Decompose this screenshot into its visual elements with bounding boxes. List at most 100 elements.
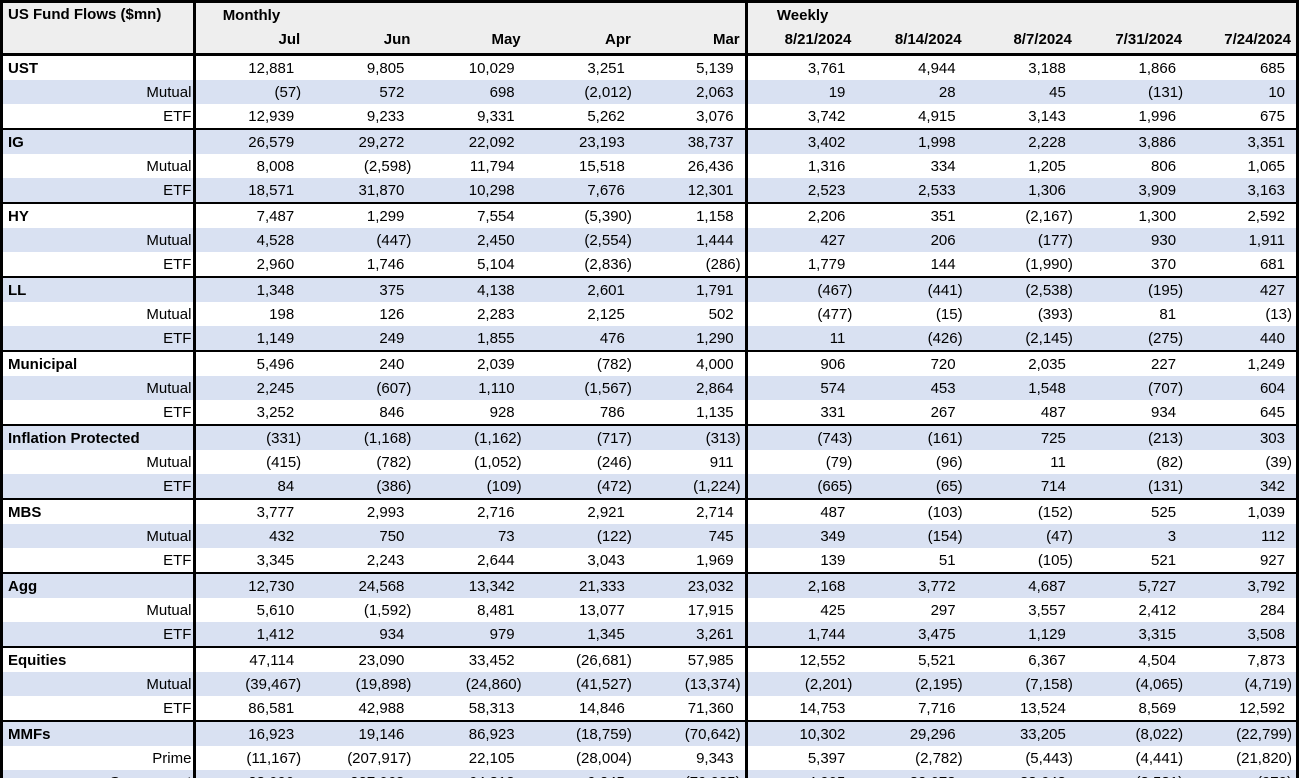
value-cell: 22,092: [415, 128, 526, 154]
value-cell: 521: [1151, 551, 1177, 569]
sub-row: ETF 3,252 846 928 786 1,135 331 267 487 934 645: [1, 400, 1298, 425]
value-cell: 1,969: [635, 548, 748, 573]
value-cell: 432: [194, 524, 306, 548]
value-cell: 2,450: [415, 228, 526, 252]
value-cell: (177): [966, 228, 1077, 252]
column-header-week-4: 7/31/2024: [1076, 27, 1188, 56]
value-cell: 1,791: [635, 276, 748, 302]
sub-row: ETF 2,960 1,746 5,104 (2,836) (286) 1,779 144 (1…: [1, 252, 1298, 277]
value-cell: 23,193: [525, 128, 636, 154]
value-cell: 906: [746, 350, 857, 376]
value-cell: (313): [635, 424, 748, 450]
value-cell: 81: [1159, 305, 1177, 323]
value-cell: 23,032: [635, 572, 748, 598]
sub-row: Mutual 432 750 73 (122) 745 349 (154) (47) 3 112: [1, 524, 1298, 548]
value-cell: 32,078: [856, 770, 967, 778]
value-cell: 7,873: [1187, 646, 1298, 672]
value-cell: 13,524: [1019, 699, 1066, 717]
value-cell: (426): [856, 326, 967, 351]
value-cell: 9,331: [477, 107, 515, 125]
value-cell: (70,642): [635, 720, 748, 746]
value-cell: 139: [820, 551, 846, 569]
value-cell: 9,805: [366, 59, 405, 77]
value-cell: 3,909: [1076, 178, 1188, 203]
value-cell: 3,163: [1187, 178, 1298, 203]
value-cell: 2,644: [477, 551, 515, 569]
value-cell: 240: [305, 350, 416, 376]
value-cell: 112: [1187, 524, 1298, 548]
value-cell: 476: [525, 326, 636, 351]
value-cell: (213): [1076, 424, 1188, 450]
value-cell: 3,742: [807, 107, 846, 125]
group-label: Municipal: [1, 350, 197, 376]
value-cell: (131): [1076, 80, 1188, 104]
value-cell: (275): [1076, 326, 1188, 351]
value-cell: (11,167): [246, 749, 302, 767]
value-cell: 6,367: [966, 646, 1077, 672]
value-cell: 23,090: [305, 646, 416, 672]
value-cell: 28: [856, 80, 967, 104]
value-cell: (607): [305, 376, 416, 400]
value-cell: 3,076: [635, 104, 748, 129]
value-cell: 1,348: [194, 276, 306, 302]
value-cell: (286): [635, 252, 748, 277]
value-cell: 1,866: [1138, 59, 1177, 77]
value-cell: (2,836): [584, 255, 632, 273]
value-cell: 5,727: [1076, 572, 1188, 598]
value-cell: 3,886: [1076, 128, 1188, 154]
value-cell: 3,251: [587, 59, 625, 77]
value-cell: 21,333: [525, 572, 636, 598]
value-cell: 2,921: [525, 498, 636, 524]
table-title: US Fund Flows ($mn): [1, 1, 197, 56]
sub-row: ETF 1,412 934 979 1,345 3,261 1,744 3,475 1,129 3…: [1, 622, 1298, 647]
value-cell: 1,345: [525, 622, 636, 647]
sub-row: Mutual 5,610 (1,592) 8,481 13,077 17,915 425 29…: [1, 598, 1298, 622]
value-cell: 29,272: [305, 128, 416, 154]
value-cell: 425: [820, 601, 846, 619]
column-header-week-5: 7/24/2024: [1187, 27, 1298, 56]
value-cell: 12,592: [1239, 699, 1285, 717]
value-cell: 9,343: [635, 746, 748, 770]
value-cell: (2,782): [915, 749, 963, 767]
value-cell: 2,206: [746, 202, 857, 228]
group-label: Agg: [1, 572, 197, 598]
value-cell: 3,261: [635, 622, 748, 647]
sub-row: ETF 3,345 2,243 2,644 3,043 1,969 139 51 (105) 52…: [1, 548, 1298, 573]
value-cell: 297: [930, 601, 956, 619]
value-cell: 4,000: [635, 350, 748, 376]
column-header-may: May: [415, 27, 526, 56]
value-cell: 10,302: [746, 720, 857, 746]
value-cell: 1,110: [415, 376, 526, 400]
value-cell: 3,475: [856, 622, 967, 647]
value-cell: 19,146: [305, 720, 416, 746]
group-label: Equities: [1, 646, 197, 672]
group-label: HY: [1, 202, 197, 228]
value-cell: 2,243: [366, 551, 405, 569]
value-cell: (8,022): [1076, 720, 1188, 746]
value-cell: 2,063: [635, 80, 748, 104]
column-header-row: Jul Jun May Apr Mar 8/21/2024 8/14/2024 …: [2, 27, 1298, 56]
value-cell: 7,487: [194, 202, 306, 228]
sub-row-label: Mutual: [1, 302, 197, 326]
sub-row-label: Prime: [1, 746, 197, 770]
value-cell: 86,581: [248, 699, 295, 717]
value-cell: (467): [746, 276, 857, 302]
value-cell: 38,737: [635, 128, 748, 154]
section-monthly-label: Monthly: [222, 6, 281, 24]
sub-row: ETF 86,581 42,988 58,313 14,846 71,360 14,753 7…: [1, 696, 1298, 721]
value-cell: 303: [1187, 424, 1298, 450]
value-cell: 2,533: [856, 178, 967, 203]
value-cell: 2,592: [1187, 202, 1298, 228]
value-cell: 2,716: [415, 498, 526, 524]
value-cell: (39,467): [194, 672, 306, 696]
column-header-jun: Jun: [305, 27, 416, 56]
value-cell: 2,864: [635, 376, 748, 400]
value-cell: 12,881: [248, 59, 295, 77]
value-cell: 427: [746, 228, 857, 252]
value-cell: 12,301: [635, 178, 748, 203]
value-cell: (2,167): [966, 202, 1077, 228]
value-cell: 11: [746, 326, 857, 351]
value-cell: 227,063: [305, 770, 416, 778]
value-cell: (1,567): [525, 376, 636, 400]
value-cell: 10: [1187, 80, 1298, 104]
